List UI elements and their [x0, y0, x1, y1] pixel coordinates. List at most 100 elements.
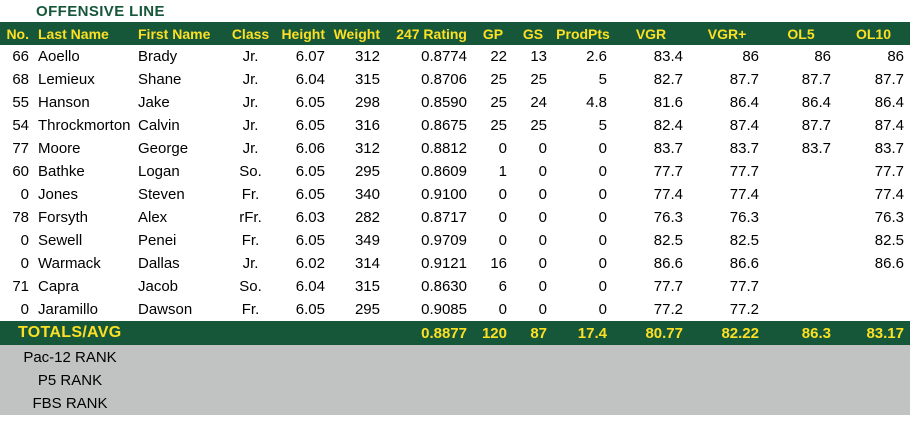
table-cell[interactable]: 0.8590 [421, 94, 467, 111]
totals-gs[interactable]: 87 [530, 324, 547, 342]
table-cell[interactable]: 77.4 [729, 186, 759, 203]
totals-prodpts[interactable]: 17.4 [577, 324, 607, 342]
totals-ol5[interactable]: 86.3 [801, 324, 831, 342]
table-cell[interactable]: 25 [530, 117, 547, 134]
table-cell[interactable]: 0 [598, 140, 607, 157]
table-cell[interactable]: 25 [490, 71, 507, 88]
table-cell[interactable]: 24 [530, 94, 547, 111]
table-cell[interactable]: 55 [12, 94, 29, 111]
table-cell[interactable]: 86.4 [801, 94, 831, 111]
table-cell[interactable] [765, 183, 837, 206]
table-cell[interactable]: 83.7 [653, 140, 683, 157]
table-cell[interactable]: 86.4 [729, 94, 759, 111]
table-cell[interactable]: 0.9100 [421, 186, 467, 203]
table-cell[interactable]: 0.9085 [421, 301, 467, 318]
table-cell[interactable]: Brady [138, 48, 178, 65]
table-cell[interactable]: 83.4 [653, 48, 683, 65]
table-cell[interactable]: Hanson [38, 94, 90, 111]
table-cell[interactable]: 82.7 [653, 71, 683, 88]
table-cell[interactable]: 77.2 [653, 301, 683, 318]
table-cell[interactable] [837, 298, 910, 321]
table-cell[interactable]: 0 [538, 232, 547, 249]
table-cell[interactable]: 316 [354, 117, 380, 134]
table-cell[interactable]: 77.4 [653, 186, 683, 203]
table-cell[interactable]: 83.7 [729, 140, 759, 157]
totals-ol10[interactable]: 83.17 [866, 324, 904, 342]
rank-row-fbs[interactable]: FBS RANK [32, 395, 108, 412]
totals-class-cell[interactable] [231, 321, 278, 345]
table-cell[interactable]: 0 [20, 255, 29, 272]
table-cell[interactable]: 77.4 [874, 186, 904, 203]
table-cell[interactable]: 0 [538, 140, 547, 157]
table-cell[interactable]: 5 [598, 71, 607, 88]
table-cell[interactable]: 0.8675 [421, 117, 467, 134]
table-cell[interactable]: 0 [498, 186, 507, 203]
table-cell[interactable]: 314 [354, 255, 380, 272]
table-cell[interactable]: 71 [12, 278, 29, 295]
table-cell[interactable]: 87.4 [874, 117, 904, 134]
table-cell[interactable]: 82.4 [653, 117, 683, 134]
table-cell[interactable]: Jr. [242, 140, 259, 157]
table-cell[interactable]: 86.6 [874, 255, 904, 272]
table-cell[interactable]: 78 [12, 209, 29, 226]
table-cell[interactable]: 22 [490, 48, 507, 65]
table-cell[interactable]: Aoello [38, 48, 80, 65]
table-cell[interactable]: 87.7 [801, 117, 831, 134]
table-cell[interactable]: Bathke [38, 163, 85, 180]
col-header-class[interactable]: Class [231, 25, 270, 42]
table-cell[interactable]: 4.8 [586, 94, 607, 111]
table-cell[interactable]: 0 [498, 140, 507, 157]
table-cell[interactable]: 0 [498, 301, 507, 318]
col-header-vgr[interactable]: VGR [635, 25, 667, 42]
table-cell[interactable]: 295 [354, 163, 380, 180]
table-cell[interactable]: 0 [538, 255, 547, 272]
table-cell[interactable]: Moore [38, 140, 81, 157]
table-cell[interactable]: 0 [598, 163, 607, 180]
table-cell[interactable]: 25 [490, 94, 507, 111]
table-cell[interactable]: 87.7 [801, 71, 831, 88]
col-header-first-name[interactable]: First Name [138, 25, 211, 42]
table-cell[interactable]: 6.05 [295, 186, 325, 203]
col-header-ol10[interactable]: OL10 [855, 25, 891, 42]
table-cell[interactable]: 6.06 [295, 140, 325, 157]
table-cell[interactable]: 312 [354, 48, 380, 65]
table-cell[interactable]: 0.8812 [421, 140, 467, 157]
table-cell[interactable]: 6.04 [295, 278, 325, 295]
table-cell[interactable]: 6 [498, 278, 507, 295]
table-cell[interactable]: 68 [12, 71, 29, 88]
table-cell[interactable]: 66 [12, 48, 29, 65]
table-cell[interactable]: 0.8774 [421, 48, 467, 65]
table-cell[interactable]: 6.05 [295, 301, 325, 318]
table-cell[interactable] [765, 229, 837, 252]
rank-row-p5[interactable]: P5 RANK [37, 372, 103, 389]
table-cell[interactable]: Logan [138, 163, 180, 180]
table-cell[interactable]: Sewell [38, 232, 83, 249]
table-cell[interactable]: 0 [20, 232, 29, 249]
table-cell[interactable]: 0 [598, 209, 607, 226]
table-cell[interactable]: 0 [538, 301, 547, 318]
table-cell[interactable]: Penei [138, 232, 177, 249]
totals-height-cell[interactable] [278, 321, 330, 345]
table-cell[interactable]: Alex [138, 209, 168, 226]
table-cell[interactable]: 6.07 [295, 48, 325, 65]
table-cell[interactable]: 82.5 [653, 232, 683, 249]
table-cell[interactable]: So. [239, 163, 262, 180]
col-header-last-name[interactable]: Last Name [38, 25, 109, 42]
totals-label[interactable]: TOTALS/AVG [18, 324, 122, 341]
rank-row-pac12[interactable]: Pac-12 RANK [23, 349, 117, 366]
table-cell[interactable]: 16 [490, 255, 507, 272]
table-cell[interactable]: 0.9709 [421, 232, 467, 249]
table-cell[interactable]: 295 [354, 301, 380, 318]
table-cell[interactable]: Jones [38, 186, 79, 203]
table-cell[interactable]: 77 [12, 140, 29, 157]
table-cell[interactable]: 0 [538, 163, 547, 180]
table-cell[interactable]: 86 [742, 48, 759, 65]
table-cell[interactable] [765, 252, 837, 275]
table-cell[interactable]: 315 [354, 71, 380, 88]
table-cell[interactable]: Dawson [138, 301, 193, 318]
table-cell[interactable]: 76.3 [729, 209, 759, 226]
table-cell[interactable]: Shane [138, 71, 182, 88]
table-cell[interactable]: Jake [138, 94, 170, 111]
table-cell[interactable]: Steven [138, 186, 185, 203]
totals-vgr[interactable]: 80.77 [645, 324, 683, 342]
